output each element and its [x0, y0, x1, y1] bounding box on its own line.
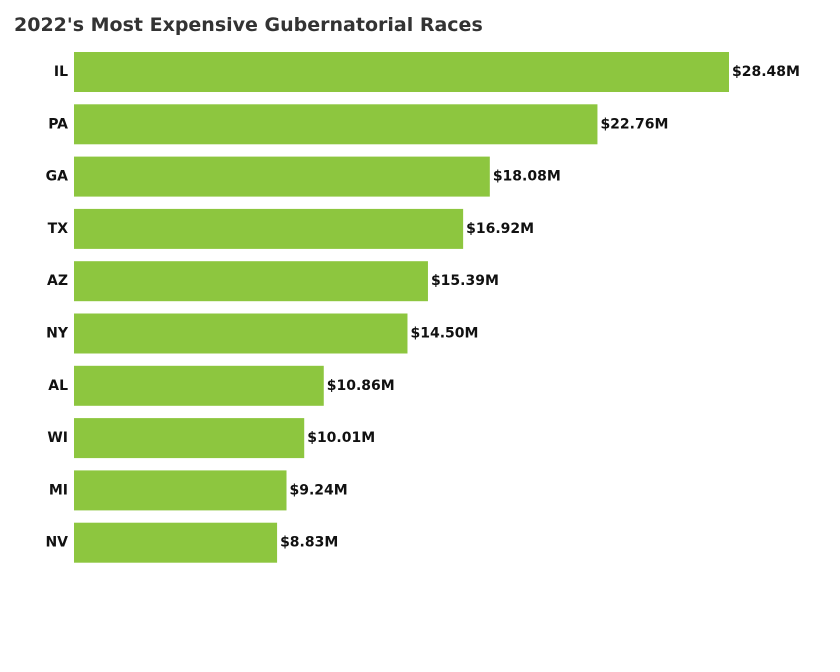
bar-pa [74, 104, 598, 145]
category-label-pa: PA [48, 116, 68, 132]
category-label-az: AZ [47, 273, 68, 289]
value-label-az: $15.39M [431, 273, 499, 289]
value-label-il: $28.48M [732, 64, 800, 80]
bar-al [74, 365, 324, 406]
value-label-ny: $14.50M [410, 326, 478, 342]
value-label-wi: $10.01M [307, 430, 375, 446]
category-label-wi: WI [47, 430, 68, 446]
category-labels-group: IL PA GA TX AZ NY AL WI MI NV [45, 64, 68, 551]
category-label-ga: GA [46, 169, 68, 185]
bar-ny [74, 313, 408, 354]
category-label-mi: MI [49, 482, 68, 498]
category-label-tx: TX [48, 221, 69, 237]
value-label-pa: $22.76M [600, 116, 668, 132]
value-label-al: $10.86M [327, 378, 395, 394]
bar-ga [74, 156, 490, 197]
bar-wi [74, 418, 305, 459]
bar-mi [74, 470, 287, 511]
value-label-ga: $18.08M [493, 169, 561, 185]
category-label-nv: NV [45, 535, 68, 551]
value-label-nv: $8.83M [280, 535, 338, 551]
bar-il [74, 52, 729, 92]
category-label-il: IL [54, 64, 68, 80]
bar-nv [74, 522, 278, 563]
value-label-mi: $9.24M [290, 482, 348, 498]
value-label-tx: $16.92M [466, 221, 534, 237]
bar-tx [74, 208, 464, 249]
bars-group [74, 52, 729, 563]
chart-title: 2022's Most Expensive Gubernatorial Race… [14, 14, 483, 36]
category-label-al: AL [48, 378, 68, 394]
category-label-ny: NY [46, 326, 69, 342]
bar-az [74, 261, 428, 302]
value-labels-group: $28.48M $22.76M $18.08M $16.92M $15.39M $14.5… [280, 64, 800, 551]
